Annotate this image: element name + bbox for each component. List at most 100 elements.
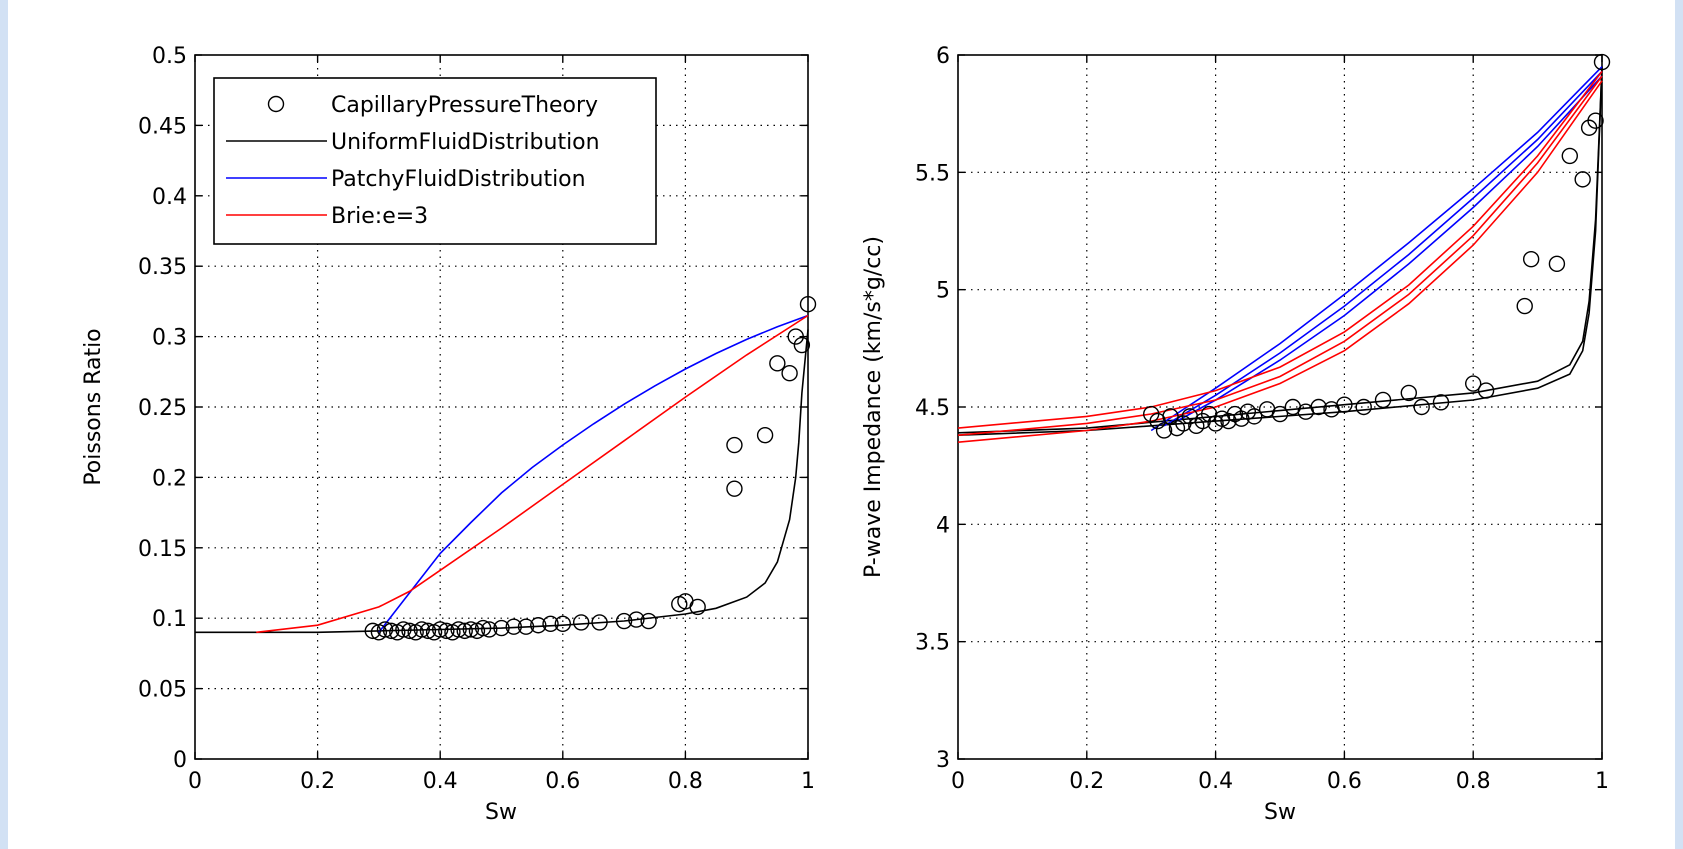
legend-label: CapillaryPressureTheory: [331, 93, 598, 118]
x-axis-label: Sw: [1264, 800, 1296, 825]
chart-panel-2: 0 0.2 0.4 0.6 0.8 1 3 3.5 4 4.5 5 5.5 6 Sw P-wave Impe…: [861, 44, 1611, 825]
data-point-marker: [382, 622, 400, 640]
series-line-3: [378, 314, 809, 633]
data-point-marker: [1593, 53, 1611, 71]
data-point-marker: [793, 336, 811, 354]
data-point-marker: [456, 622, 473, 640]
data-point-marker: [554, 615, 571, 633]
data-point-marker: [628, 611, 645, 628]
data-point-marker: [432, 621, 449, 638]
x-tick-label: 1: [1595, 769, 1609, 794]
y-axis-label: Poissons Ratio: [81, 328, 106, 485]
legend-label: PatchyFluidDistribution: [331, 167, 586, 192]
series-line-2: [958, 66, 1603, 434]
legend: CapillaryPressureTheory UniformFluidDistr…: [213, 77, 657, 245]
x-axis-label: Sw: [485, 800, 517, 825]
y-axis-label: P-wave Impedance (km/s*g/cc): [861, 236, 886, 578]
y-tick-label: 5.5: [915, 161, 950, 186]
x-tick-label: 0.8: [668, 769, 703, 794]
data-point-marker: [505, 618, 522, 635]
data-point-marker: [726, 436, 743, 454]
data-point-marker: [481, 621, 498, 638]
y-tick-label: 0.5: [152, 44, 187, 69]
y-tick-label: 0.35: [138, 255, 187, 280]
data-point-marker: [1336, 396, 1353, 413]
y-tick-label: 0.1: [152, 607, 187, 632]
x-tick-label: 0.2: [300, 769, 335, 794]
data-point-marker: [726, 480, 743, 497]
data-point-marker: [1587, 112, 1604, 129]
data-point-marker: [1355, 398, 1372, 416]
x-tick-label: 0.4: [1198, 769, 1233, 794]
data-point-marker: [769, 355, 786, 372]
data-point-marker: [1246, 408, 1263, 425]
y-tick-label: 3.5: [915, 631, 950, 656]
data-point-marker: [413, 621, 431, 638]
data-point-marker: [376, 621, 394, 638]
data-point-marker: [781, 365, 798, 382]
y-tick-label: 0.05: [138, 678, 187, 703]
data-point-marker: [1400, 384, 1418, 402]
window-frame-right: [1675, 0, 1683, 849]
series-line-3: [958, 66, 1603, 436]
data-point-marker: [799, 296, 817, 313]
y-tick-label: 0.2: [152, 466, 187, 491]
y-tick-label: 0.25: [138, 396, 187, 421]
data-point-marker: [530, 617, 547, 634]
chart-panel-1: 0 0.2 0.4 0.6 0.8 1 0 0.05 0.1 0.15 0.2 0.25 0.3 0.35…: [81, 44, 817, 825]
data-point-marker: [1548, 255, 1566, 273]
data-point-marker: [1271, 405, 1289, 423]
series-line-9: [958, 80, 1603, 443]
data-point-marker: [591, 614, 608, 631]
legend-marker: [267, 95, 285, 113]
data-point-marker: [1310, 398, 1327, 416]
data-point-marker: [1464, 375, 1482, 392]
series-line-2: [195, 329, 809, 634]
series-line-5: [1163, 70, 1603, 427]
data-point-marker: [615, 612, 633, 630]
x-tick-label: 0.2: [1069, 769, 1104, 794]
data-point-marker: [450, 621, 467, 638]
y-tick-label: 4.5: [915, 396, 950, 421]
data-point-marker: [517, 618, 535, 635]
y-tick-label: 0.3: [152, 326, 187, 351]
y-tick-label: 0: [173, 748, 187, 773]
data-point-marker: [474, 619, 492, 637]
window-frame-left: [0, 0, 8, 849]
data-point-marker: [1574, 171, 1591, 188]
data-point-marker: [542, 615, 559, 633]
data-point-marker: [1516, 297, 1533, 315]
data-point-marker: [1413, 398, 1430, 416]
series-line-8: [958, 75, 1603, 436]
data-point-marker: [1432, 394, 1450, 411]
legend-label: UniformFluidDistribution: [331, 130, 600, 155]
series-line-4: [1150, 66, 1603, 432]
x-tick-label: 0.8: [1456, 769, 1491, 794]
legend-label: Brie:e=3: [331, 204, 428, 229]
series-line-7: [958, 70, 1603, 429]
data-point-marker: [395, 621, 412, 638]
data-point-marker: [1477, 382, 1495, 399]
data-point-marker: [1374, 391, 1392, 409]
series-line-6: [1176, 75, 1603, 422]
legend-box: [213, 77, 657, 245]
data-point-marker: [1155, 422, 1173, 439]
data-point-marker: [438, 622, 455, 640]
x-tick-label: 0.4: [423, 769, 458, 794]
y-tick-label: 0.4: [152, 185, 187, 210]
y-tick-label: 3: [936, 748, 950, 773]
x-tick-label: 1: [801, 769, 815, 794]
y-tick-label: 0.15: [138, 537, 187, 562]
data-point-marker: [1522, 250, 1540, 268]
x-tick-label: 0.6: [545, 769, 580, 794]
data-point-marker: [401, 622, 418, 640]
data-point-marker: [756, 426, 774, 444]
data-point-marker: [364, 622, 381, 640]
y-tick-label: 0.45: [138, 114, 187, 139]
data-point-marker: [419, 622, 437, 640]
data-point-marker: [462, 621, 480, 638]
data-point-marker: [689, 598, 706, 616]
data-point-marker: [1561, 147, 1579, 165]
y-tick-label: 6: [936, 44, 950, 69]
